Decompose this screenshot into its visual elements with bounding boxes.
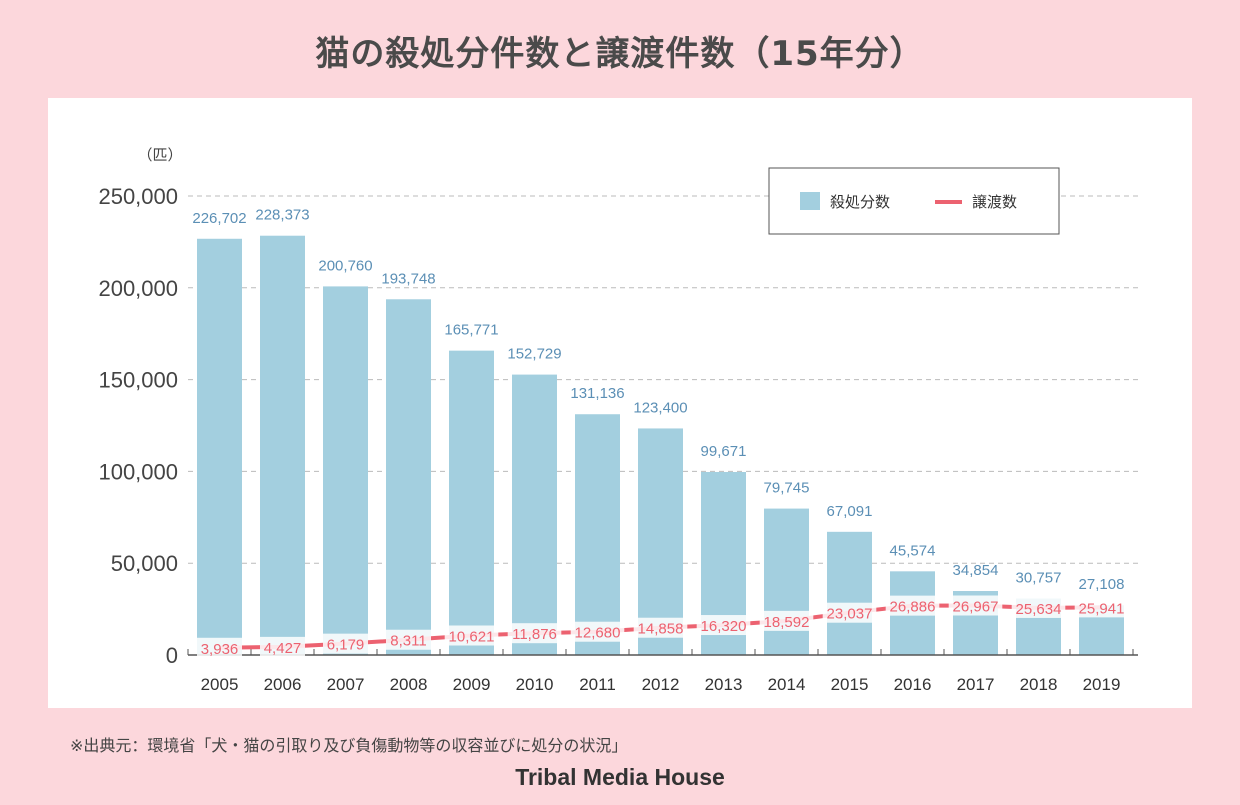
line-value-label: 16,320: [701, 618, 747, 635]
legend-swatch-bar: [800, 192, 820, 210]
bar: [197, 238, 242, 655]
line-label-bg: [386, 629, 431, 650]
x-tick-label: 2011: [579, 675, 616, 694]
bar-value-label: 228,373: [255, 207, 309, 224]
bar: [575, 414, 620, 655]
line-label-bg: [507, 623, 562, 644]
line-label-bg: [260, 636, 305, 657]
x-tick-label: 2014: [768, 675, 806, 694]
line-value-label: 14,858: [638, 621, 684, 638]
bar-value-label: 79,745: [764, 480, 810, 497]
bar-value-label: 27,108: [1079, 576, 1125, 593]
bar-value-label: 34,854: [953, 562, 999, 579]
x-tick-label: 2017: [957, 675, 995, 694]
line-label-bg: [197, 637, 242, 658]
line-value-label: 6,179: [327, 637, 365, 654]
y-tick-label: 250,000: [98, 184, 178, 209]
line-value-label: 11,876: [512, 626, 557, 643]
line-value-label: 4,427: [264, 640, 302, 657]
x-tick-label: 2019: [1083, 675, 1121, 694]
line-value-label: 3,936: [201, 641, 239, 658]
bar-value-label: 99,671: [701, 443, 747, 460]
y-tick-label: 100,000: [98, 459, 178, 484]
bar: [512, 374, 557, 655]
bar: [386, 299, 431, 655]
line-label-bg: [1011, 597, 1066, 618]
bar-value-label: 131,136: [570, 385, 624, 402]
x-tick-label: 2005: [201, 675, 239, 694]
x-tick-label: 2015: [831, 675, 869, 694]
bars: [197, 235, 1124, 656]
line-label-bg: [696, 615, 751, 636]
source-note: ※出典元：環境省「犬・猫の引取り及び負傷動物等の収容並びに処分の状況」: [70, 736, 628, 755]
chart-title: 猫の殺処分件数と譲渡件数（15年分）: [315, 34, 925, 74]
line-value-label: 23,037: [827, 606, 873, 623]
x-axis: [187, 649, 1138, 656]
line-value-label: 26,886: [890, 599, 936, 616]
line-label-bg: [948, 595, 1003, 616]
x-tick-label: 2010: [516, 675, 554, 694]
x-tick-label: 2008: [390, 675, 428, 694]
chart-panel: 3,936 4,427 6,179 8,311 10,621 11,876 12,680 14…: [48, 98, 1192, 708]
x-tick-label: 2018: [1020, 675, 1058, 694]
y-tick-label: 200,000: [98, 276, 178, 301]
x-tick-label: 2016: [894, 675, 932, 694]
x-tick-label: 2012: [642, 675, 680, 694]
bar-value-label: 67,091: [827, 503, 873, 520]
bar-value-label: 193,748: [381, 270, 435, 287]
line-value-label: 18,592: [764, 614, 810, 631]
data-labels: 226,702 228,373 200,760 193,748 165,771 152,7…: [192, 207, 1124, 594]
bar: [827, 531, 872, 655]
line-label-bg: [323, 633, 368, 654]
line-label-bg: [885, 595, 940, 616]
y-tick-label: 150,000: [98, 368, 178, 393]
bar-value-label: 165,771: [444, 322, 498, 339]
bar-value-label: 30,757: [1016, 570, 1062, 587]
line-label-bg: [759, 610, 814, 631]
bar-value-label: 123,400: [633, 399, 687, 416]
y-unit-label: （匹）: [137, 146, 182, 164]
bar-value-label: 152,729: [507, 346, 561, 363]
bar: [323, 286, 368, 655]
y-tick-label: 50,000: [111, 551, 178, 576]
bar: [449, 350, 494, 655]
bar: [260, 235, 305, 656]
x-tick-label: 2006: [264, 675, 302, 694]
line-label-bg: [822, 602, 877, 623]
x-tick-label: 2013: [705, 675, 743, 694]
bar-value-label: 200,760: [318, 257, 372, 274]
legend-label-bar: 殺処分数: [830, 193, 890, 211]
line-value-label: 12,680: [575, 625, 621, 642]
line-value-label: 8,311: [390, 633, 426, 650]
x-tick-label: 2009: [453, 675, 491, 694]
bar: [764, 508, 809, 655]
y-tick-label: 0: [166, 643, 178, 668]
axis-labels: 0 50,000 100,000 150,000 200,000 250,000 （匹） 20…: [98, 146, 1120, 694]
legend-label-line: 譲渡数: [972, 193, 1017, 211]
line-label-bg: [1074, 597, 1129, 618]
brand-logo: Tribal Media House: [515, 764, 725, 790]
chart-svg: 3,936 4,427 6,179 8,311 10,621 11,876 12,680 14…: [98, 146, 1138, 694]
line-label-bg: [570, 621, 625, 642]
x-tick-label: 2007: [327, 675, 365, 694]
adoption-line: 3,936 4,427 6,179 8,311 10,621 11,876 12,680 14…: [197, 595, 1129, 658]
bar-value-label: 226,702: [192, 210, 246, 227]
line-label-bg: [633, 617, 688, 638]
line-value-label: 10,621: [449, 628, 495, 645]
bar: [638, 428, 683, 655]
line-value-label: 26,967: [953, 598, 999, 615]
line-label-bg: [444, 625, 499, 646]
legend: 殺処分数 譲渡数: [768, 167, 1060, 235]
line-value-label: 25,941: [1079, 600, 1125, 617]
bar-value-label: 45,574: [890, 542, 936, 559]
line-value-label: 25,634: [1016, 601, 1062, 618]
